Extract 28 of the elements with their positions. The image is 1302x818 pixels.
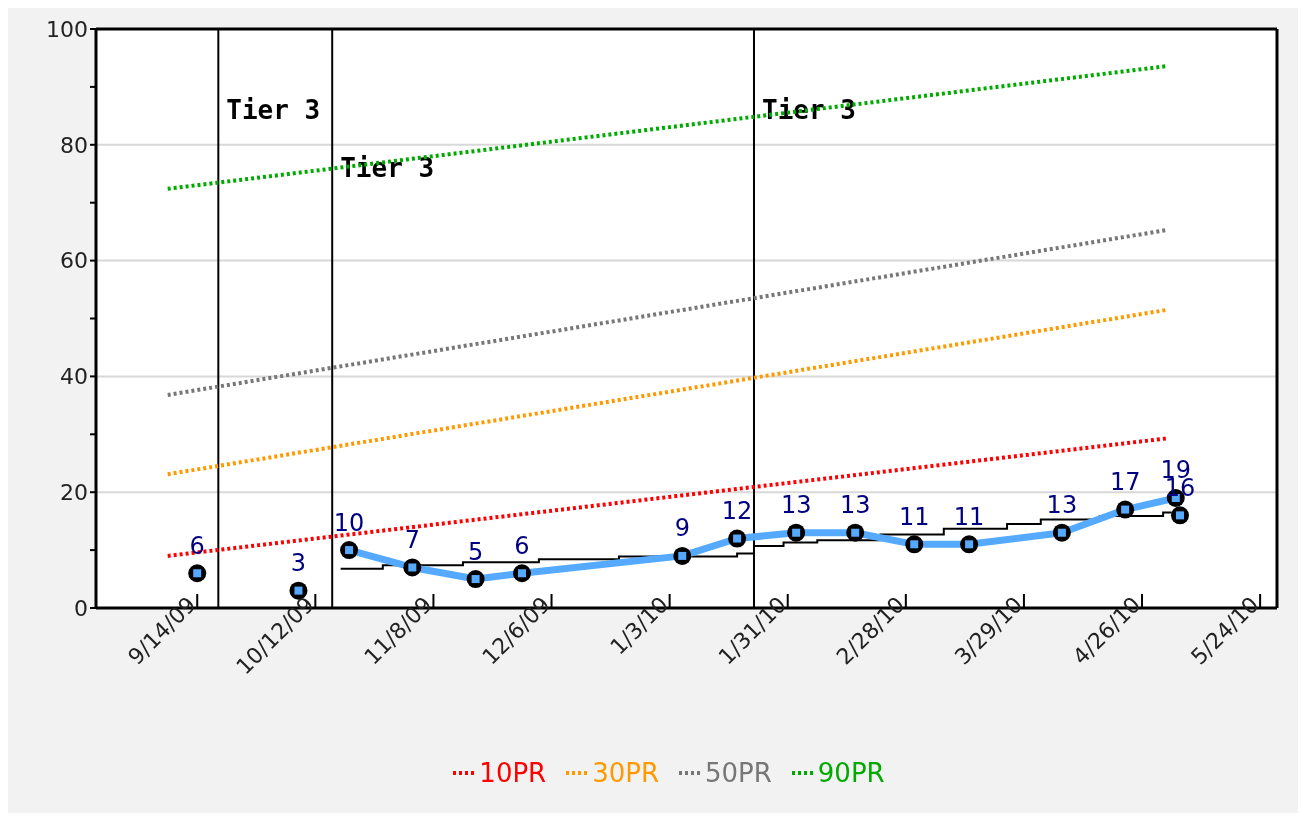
y-tick-label: 80: [60, 132, 88, 158]
data-label: 12: [721, 497, 753, 526]
y-tick-label: 0: [74, 595, 88, 621]
legend-label: 90PR: [817, 758, 885, 788]
ref-line-label: Tier 3: [340, 153, 435, 183]
point: [188, 564, 207, 583]
data-label: 13: [1046, 491, 1078, 520]
y-tick-label: 40: [60, 364, 88, 390]
data-label: 17: [1109, 468, 1141, 497]
legend-label: 50PR: [705, 758, 772, 788]
data-label: 6: [189, 531, 205, 560]
data-label: 11: [953, 502, 985, 531]
data-label: 7: [404, 525, 420, 554]
legend-label: 10PR: [479, 758, 547, 788]
data-label: 6: [514, 531, 530, 560]
data-label: 5: [467, 537, 484, 566]
data-label: 13: [839, 491, 871, 520]
y-tick-label: 60: [60, 248, 88, 274]
data-label: 3: [290, 549, 307, 578]
data-label: 10: [333, 508, 365, 537]
point: [1170, 506, 1189, 525]
data-label: 13: [780, 491, 812, 520]
data-label: 9: [674, 514, 690, 543]
y-tick-label: 100: [46, 16, 88, 42]
ref-line-label: Tier 3: [226, 95, 321, 125]
data-label: 11: [898, 502, 930, 531]
y-tick-label: 20: [60, 480, 88, 506]
legend-label: 30PR: [592, 758, 659, 788]
